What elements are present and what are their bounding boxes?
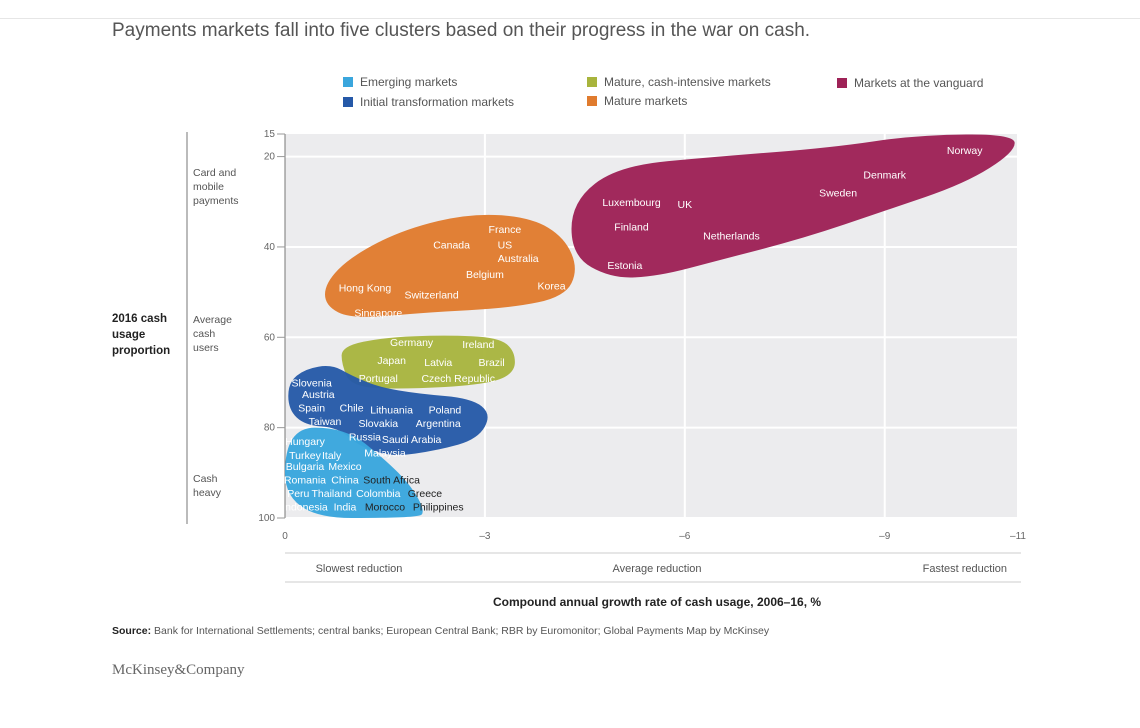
data-point-label: Russia <box>349 432 381 444</box>
data-point-label: Ireland <box>462 339 494 351</box>
data-point-label: Sweden <box>819 188 857 200</box>
data-point-label: India <box>334 502 357 514</box>
company-logo: McKinsey&Company <box>112 662 245 678</box>
data-point-label: Poland <box>429 405 462 417</box>
x-tick-label: 0 <box>282 531 288 542</box>
data-point-label: Denmark <box>863 170 906 182</box>
data-point-label: Japan <box>377 355 406 367</box>
y-category-label: Cash heavy <box>193 473 222 499</box>
data-point-label: Colombia <box>356 488 401 500</box>
data-point-label: Indonesia <box>282 502 328 514</box>
x-category-label: Slowest reduction <box>316 563 403 575</box>
source-text: Bank for International Settlements; cent… <box>154 625 770 637</box>
data-point-label: Norway <box>947 145 983 157</box>
legend-swatch-vanguard <box>837 78 847 88</box>
data-point-label: Argentina <box>416 418 461 430</box>
data-point-label: South Africa <box>363 475 420 487</box>
source-note: Source: Bank for International Settlemen… <box>112 625 769 637</box>
data-point-label: Germany <box>390 337 434 349</box>
data-point-label: Korea <box>538 280 566 292</box>
y-axis-title: 2016 cash usage proportion <box>112 313 170 357</box>
data-point-label: China <box>331 475 359 487</box>
x-category-label: Average reduction <box>612 563 701 575</box>
data-point-label: Greece <box>408 488 443 500</box>
data-point-label: Saudi Arabia <box>382 434 442 446</box>
data-point-label: Latvia <box>424 357 452 369</box>
cluster-region <box>571 134 1015 278</box>
x-axis-title: Compound annual growth rate of cash usag… <box>493 595 821 609</box>
data-point-label: Slovenia <box>292 377 332 389</box>
data-point-label: Taiwan <box>309 416 342 428</box>
y-category-label: Average cash users <box>193 314 232 354</box>
data-point-label: Bulgaria <box>286 461 325 473</box>
y-tick-label: 60 <box>264 332 276 343</box>
data-point-label: Thailand <box>312 488 352 500</box>
chart-title: Payments markets fall into five clusters… <box>112 20 811 41</box>
data-point-label: Czech Republic <box>421 373 495 385</box>
x-tick-label: –9 <box>879 531 891 542</box>
data-point-label: Lithuania <box>370 405 413 417</box>
data-point-label: Canada <box>433 240 470 252</box>
legend-swatch-mature <box>587 96 597 106</box>
y-tick-label: 15 <box>264 129 276 140</box>
data-point-label: Mexico <box>328 461 361 473</box>
source-label: Source: <box>112 625 152 637</box>
legend-label-initial-transformation: Initial transformation markets <box>360 95 515 109</box>
data-point-label: Switzerland <box>404 289 458 301</box>
legend-swatch-emerging <box>343 77 353 87</box>
data-point-label: Morocco <box>365 502 405 514</box>
y-tick-label: 20 <box>264 152 276 163</box>
cluster-region <box>285 427 423 518</box>
data-point-label: US <box>498 240 513 252</box>
legend-item-mature-cash-intensive: Mature, cash-intensive markets <box>587 75 771 89</box>
y-tick-label: 40 <box>264 242 276 253</box>
y-tick-label: 80 <box>264 423 276 434</box>
data-point-label: Brazil <box>478 357 504 369</box>
legend-label-mature-cash-intensive: Mature, cash-intensive markets <box>604 75 771 89</box>
data-point-label: Portugal <box>359 373 398 385</box>
data-point-label: Peru <box>287 488 309 500</box>
data-point-label: Finland <box>614 222 649 234</box>
data-point-label: Hungary <box>285 436 325 448</box>
legend-item-emerging: Emerging markets <box>343 75 457 89</box>
x-tick-label: –3 <box>479 531 491 542</box>
top-divider <box>0 18 1140 19</box>
data-point-label: Hong Kong <box>339 283 392 295</box>
legend-label-vanguard: Markets at the vanguard <box>854 76 984 90</box>
data-point-label: Estonia <box>607 260 642 272</box>
legend-swatch-mature-cash-intensive <box>587 77 597 87</box>
data-point-label: Australia <box>498 253 539 265</box>
data-point-label: Austria <box>302 389 335 401</box>
legend-item-mature: Mature markets <box>587 94 687 108</box>
data-point-label: Romania <box>284 475 326 487</box>
x-tick-label: –6 <box>679 531 691 542</box>
legend-swatch-initial-transformation <box>343 97 353 107</box>
data-point-label: Belgium <box>466 269 504 281</box>
x-tick-label: –11 <box>1010 531 1026 542</box>
data-point-label: Italy <box>322 450 342 462</box>
data-point-label: Singapore <box>354 307 402 319</box>
data-point-label: Turkey <box>289 450 321 462</box>
data-point-label: France <box>489 224 522 236</box>
x-category-label: Fastest reduction <box>923 563 1007 575</box>
y-tick-label: 100 <box>258 513 275 524</box>
data-point-label: Philippines <box>413 502 464 514</box>
cluster-region <box>288 366 488 455</box>
cluster-region <box>325 214 575 317</box>
data-point-label: UK <box>678 199 693 211</box>
data-point-label: Slovakia <box>358 418 398 430</box>
legend-item-vanguard: Markets at the vanguard <box>837 76 983 90</box>
legend-label-emerging: Emerging markets <box>360 75 458 89</box>
cluster-region <box>341 335 515 389</box>
y-category-label: Card and mobile payments <box>193 167 239 207</box>
legend-item-initial-transformation: Initial transformation markets <box>343 95 514 109</box>
data-point-label: Chile <box>340 402 364 414</box>
data-point-label: Malaysia <box>364 447 406 459</box>
data-point-label: Luxembourg <box>602 197 661 209</box>
data-point-label: Netherlands <box>703 231 760 243</box>
legend-label-mature: Mature markets <box>604 94 688 108</box>
data-point-label: Spain <box>298 402 325 414</box>
